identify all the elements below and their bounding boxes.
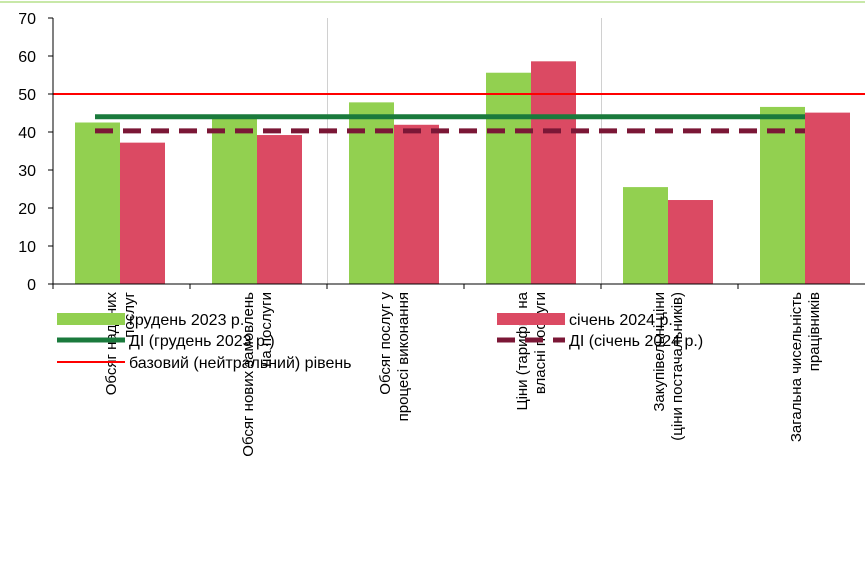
x-category-label-line: власні послуги xyxy=(532,292,549,394)
bar-s1-c2 xyxy=(212,118,257,284)
grid xyxy=(0,1,865,284)
y-tick-label: 70 xyxy=(18,11,36,28)
legend-label-3: ДІ (грудень 2023 р.) xyxy=(129,333,275,350)
x-category-label-line: Обсяг послуг у xyxy=(377,292,394,395)
bar-s2-c6 xyxy=(805,112,850,285)
bar-s1-c6 xyxy=(760,106,805,284)
y-tick-label: 50 xyxy=(18,87,36,104)
legend-swatch-2 xyxy=(497,313,565,325)
x-category-label-line: послуг xyxy=(121,291,138,337)
x-category-label-5: Закупівельні ціни(ціни постачальників) xyxy=(651,292,686,441)
x-category-label-line: Загальна чисельність xyxy=(788,292,805,442)
x-category-label-line: працівників xyxy=(806,292,823,371)
y-tick-label: 0 xyxy=(27,277,36,294)
bar-s2-c2 xyxy=(257,135,302,284)
legend-label-2: січень 2024 р. xyxy=(569,312,673,329)
y-tick-label: 20 xyxy=(18,201,36,218)
y-tick-label: 40 xyxy=(18,125,36,142)
bars xyxy=(75,61,850,285)
legend-swatch-1 xyxy=(57,313,125,325)
bar-s2-c4 xyxy=(531,61,576,284)
x-category-label-line: Обсяг наданих xyxy=(103,292,120,396)
y-tick-label: 60 xyxy=(18,49,36,66)
x-category-label-2: Обсяг нових замовленьна послуги xyxy=(240,292,275,457)
bar-s2-c5 xyxy=(668,200,713,284)
bar-s2-c3 xyxy=(394,124,439,284)
axes xyxy=(48,17,865,289)
bar-s2-c1 xyxy=(120,142,165,284)
bar-s1-c5 xyxy=(623,187,668,284)
bar-s1-c1 xyxy=(75,122,120,284)
x-category-label-3: Обсяг послуг упроцесі виконання xyxy=(377,292,412,422)
x-category-label-4: Ціни (тарифи) навласні послуги xyxy=(514,291,549,410)
x-category-label-line: процесі виконання xyxy=(395,292,412,421)
legend-label-4: ДІ (січень 2024 р.) xyxy=(569,333,703,350)
y-tick-label: 10 xyxy=(18,239,36,256)
reference-lines xyxy=(53,93,865,134)
y-tick-label: 30 xyxy=(18,163,36,180)
bar-s1-c4 xyxy=(486,72,531,284)
x-category-label-line: Обсяг нових замовлень xyxy=(240,292,257,457)
y-tick-labels: 0 10 20 30 40 50 60 70 xyxy=(18,11,36,294)
legend-label-1: грудень 2023 р. xyxy=(129,312,244,329)
legend-label-5: базовий (нейтральний) рівень xyxy=(129,355,352,372)
x-category-label-line: на послуги xyxy=(258,292,275,367)
x-category-label-line: Закупівельні ціни xyxy=(651,292,668,412)
x-category-label-line: (ціни постачальників) xyxy=(669,292,686,441)
legend: грудень 2023 р. січень 2024 р. ДІ (грудень… xyxy=(57,312,703,372)
x-category-label-line: Ціни (тарифи) на xyxy=(514,291,531,410)
x-category-label-6: Загальна чисельністьпрацівників xyxy=(788,292,823,442)
